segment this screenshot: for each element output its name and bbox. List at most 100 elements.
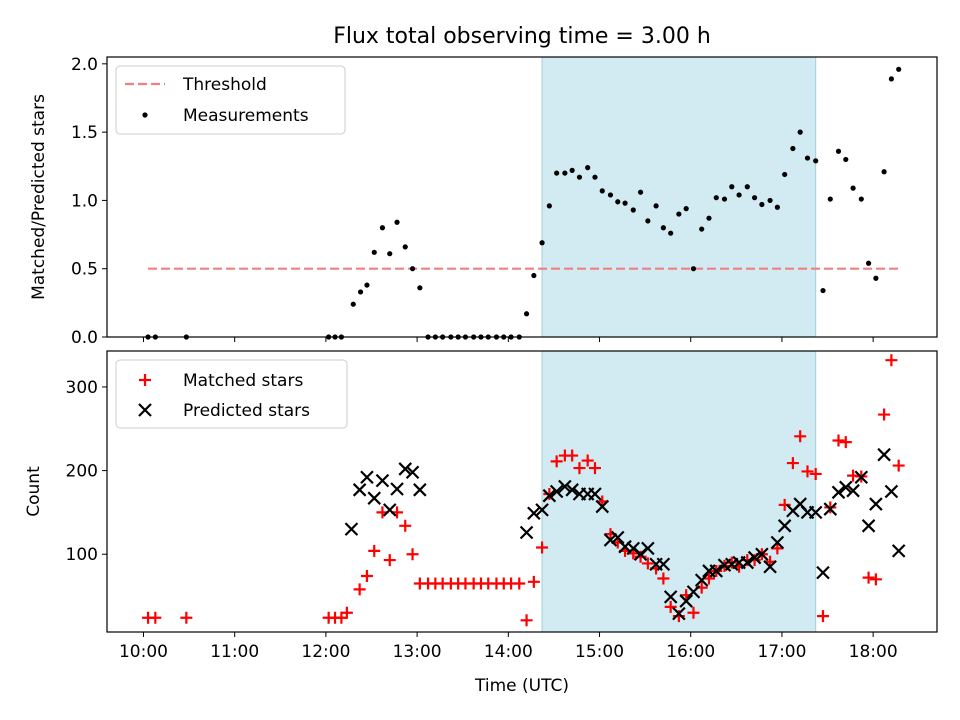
- matched-star-point: [839, 436, 852, 449]
- matched-star-point: [406, 548, 419, 561]
- measurement-point: [767, 197, 773, 204]
- y-tick-label: 300: [66, 378, 98, 398]
- y-tick-label: 1.0: [71, 191, 98, 211]
- y-tick-label: 100: [66, 545, 98, 565]
- predicted-star-point: [831, 485, 846, 500]
- matched-star-point: [862, 571, 875, 584]
- measurement-point: [371, 249, 377, 255]
- legend-box: [115, 65, 346, 135]
- legend-predicted-swatch: [138, 403, 152, 417]
- legend-predicted-label: Predicted stars: [183, 401, 310, 421]
- matched-star-point: [702, 572, 715, 585]
- measurement-point: [736, 192, 742, 198]
- y-tick-label: 1.5: [71, 123, 98, 143]
- axes-frame: [106, 350, 938, 633]
- measurement-point: [562, 170, 568, 176]
- predicted-star-point: [344, 522, 359, 536]
- measurement-point: [660, 225, 666, 231]
- legend: Threshold Measurements: [115, 65, 346, 135]
- measurement-point: [782, 171, 788, 178]
- matched-star-point: [527, 575, 540, 588]
- matched-star-point: [885, 354, 898, 367]
- measurement-point: [637, 189, 644, 195]
- matched-star-point: [566, 449, 579, 462]
- matched-star-point: [801, 465, 814, 478]
- matched-star-point: [657, 572, 670, 585]
- matched-star-point: [383, 554, 396, 567]
- measurement-point: [676, 211, 682, 217]
- measurement-point: [576, 174, 583, 180]
- measurement-point: [409, 266, 416, 272]
- y-tick-label: 200: [66, 462, 98, 482]
- predicted-star-point: [360, 470, 374, 485]
- matched-star-point: [399, 519, 412, 532]
- predicted-star-point: [672, 606, 686, 621]
- matched-star-point: [778, 498, 791, 511]
- predicted-star-point: [558, 479, 572, 494]
- predicted-star-point: [382, 503, 397, 517]
- predicted-star-point: [747, 550, 762, 565]
- predicted-star-point: [663, 590, 678, 604]
- measurement-point: [599, 188, 605, 194]
- measurement-point: [569, 167, 575, 173]
- matched-star-point: [794, 430, 807, 443]
- matched-star-point: [809, 467, 822, 480]
- predicted-star-point: [777, 519, 792, 533]
- bottom-panel-count: 100 200 300 10:00 11:00 12:00 13:00 14:00 15:00 1…: [24, 350, 938, 696]
- measurement-point: [843, 156, 849, 163]
- predicted-star-point: [839, 480, 853, 495]
- matched-star-point: [892, 459, 905, 472]
- matched-star-point: [180, 611, 193, 624]
- y-axis-label: Count: [24, 466, 44, 517]
- x-tick-label: 16:00: [666, 642, 715, 662]
- top-panel-ratio: 0.0 0.5 1.0 1.5 2.0 Matched/Predicted stars Th…: [29, 55, 938, 348]
- measurement-point: [706, 215, 712, 221]
- measurement-point: [813, 158, 819, 164]
- measurement-point: [729, 184, 735, 190]
- x-tick-label: 12:00: [301, 642, 350, 662]
- measurement-point: [592, 174, 598, 180]
- predicted-star-point: [877, 447, 891, 462]
- measurement-point: [615, 199, 621, 205]
- legend-measurements-label: Measurements: [183, 106, 309, 126]
- measurement-point: [873, 275, 879, 281]
- measurement-point: [546, 203, 552, 209]
- measurement-point: [523, 311, 530, 317]
- x-tick-label: 13:00: [393, 642, 442, 662]
- predicted-star-point: [641, 541, 655, 556]
- measurement-point: [888, 76, 894, 82]
- x-axis-label: Time (UTC): [474, 676, 569, 696]
- measurement-point: [350, 301, 356, 307]
- predicted-star-point: [846, 483, 860, 498]
- measurement-point: [630, 207, 636, 213]
- predicted-star-point: [535, 503, 549, 517]
- measurement-point: [607, 192, 614, 198]
- measurement-point: [379, 225, 386, 231]
- measurement-point: [759, 201, 765, 208]
- measurement-point: [865, 260, 872, 266]
- predicted-star-point: [375, 473, 390, 488]
- predicted-star-point: [694, 573, 709, 587]
- predicted-star-point: [398, 462, 413, 476]
- predicted-star-point: [869, 497, 883, 511]
- predicted-star-point: [709, 564, 724, 578]
- predicted-star-point: [763, 559, 777, 574]
- measurement-point: [394, 219, 400, 225]
- matched-star-point: [360, 569, 373, 582]
- predicted-star-point: [413, 483, 427, 497]
- measurement-point: [896, 66, 902, 72]
- matched-star-point: [771, 542, 784, 555]
- matched-star-point: [368, 544, 381, 557]
- predicted-star-point: [565, 483, 579, 497]
- predicted-star-point: [755, 547, 769, 562]
- predicted-star-point: [884, 484, 899, 499]
- measurement-point: [554, 170, 560, 176]
- y-tick-label: 0.0: [71, 328, 98, 348]
- matched-star-point: [687, 606, 700, 619]
- measurement-point: [835, 148, 842, 154]
- x-tick-label: 11:00: [210, 642, 259, 662]
- matched-star-point: [816, 610, 829, 623]
- measurement-point: [774, 204, 780, 210]
- measurement-point: [622, 200, 628, 206]
- measurement-point: [690, 266, 697, 272]
